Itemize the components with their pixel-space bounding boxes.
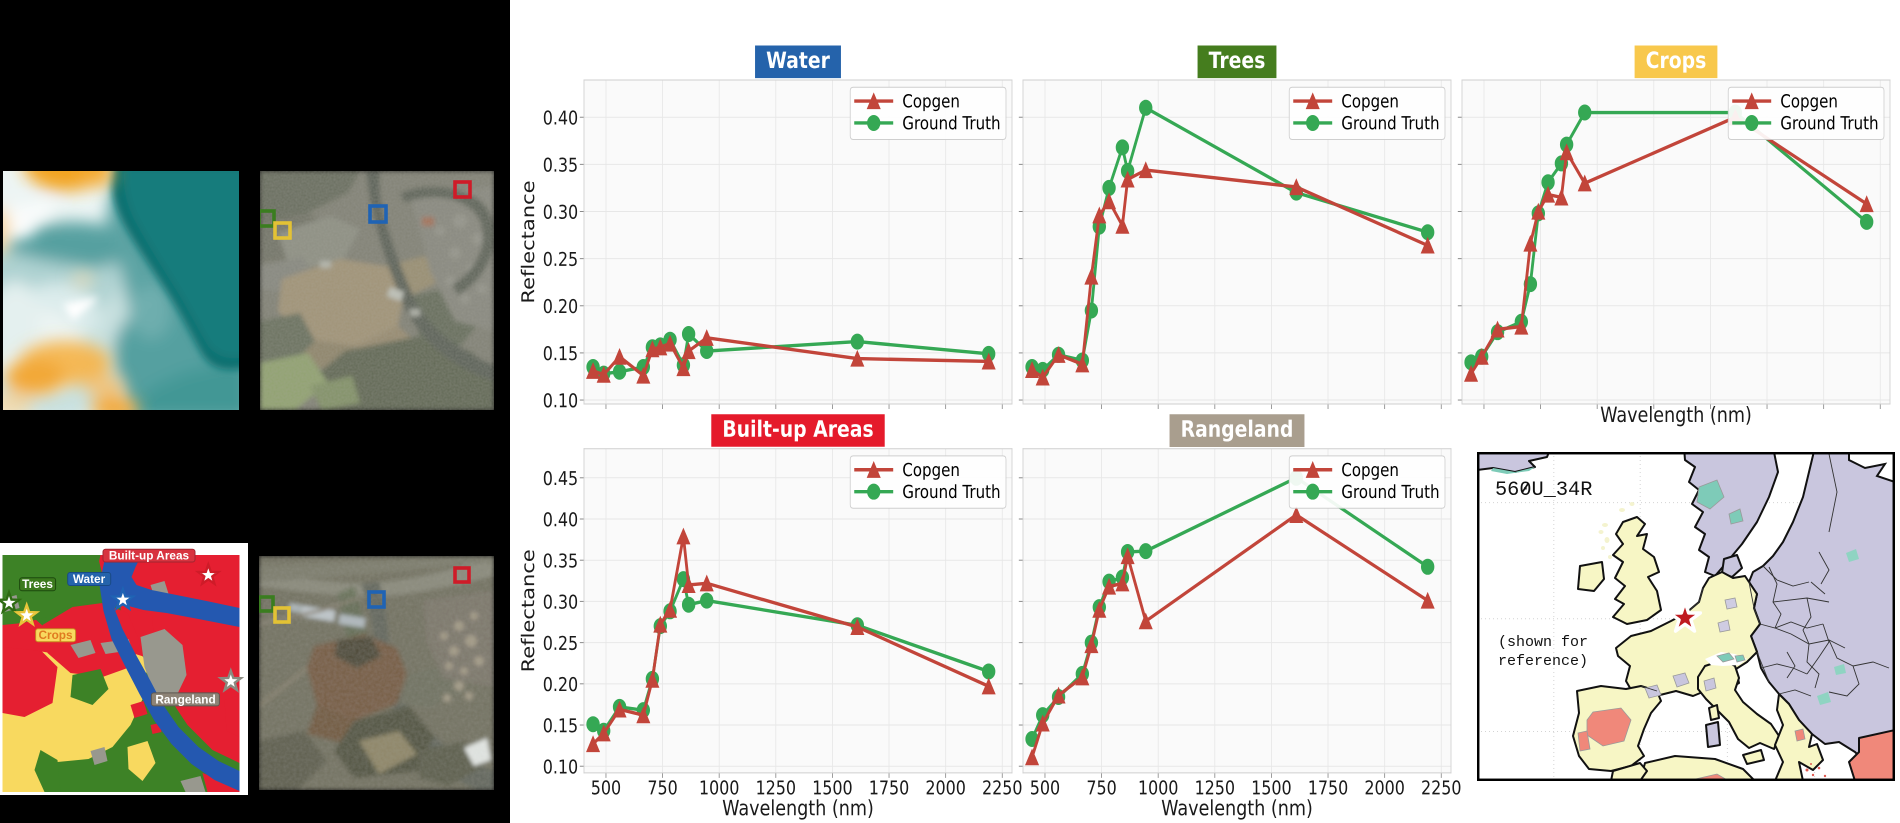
svg-text:Crops: Crops <box>38 628 73 642</box>
svg-text:Trees: Trees <box>22 577 53 591</box>
svg-text:Water: Water <box>73 572 106 586</box>
svg-text:Rangeland: Rangeland <box>155 692 215 706</box>
svg-text:Built-up Areas: Built-up Areas <box>109 548 190 562</box>
svg-text:(shown for: (shown for <box>1498 634 1588 651</box>
svg-text:560U_34R: 560U_34R <box>1495 479 1592 502</box>
svg-text:reference): reference) <box>1498 653 1588 670</box>
